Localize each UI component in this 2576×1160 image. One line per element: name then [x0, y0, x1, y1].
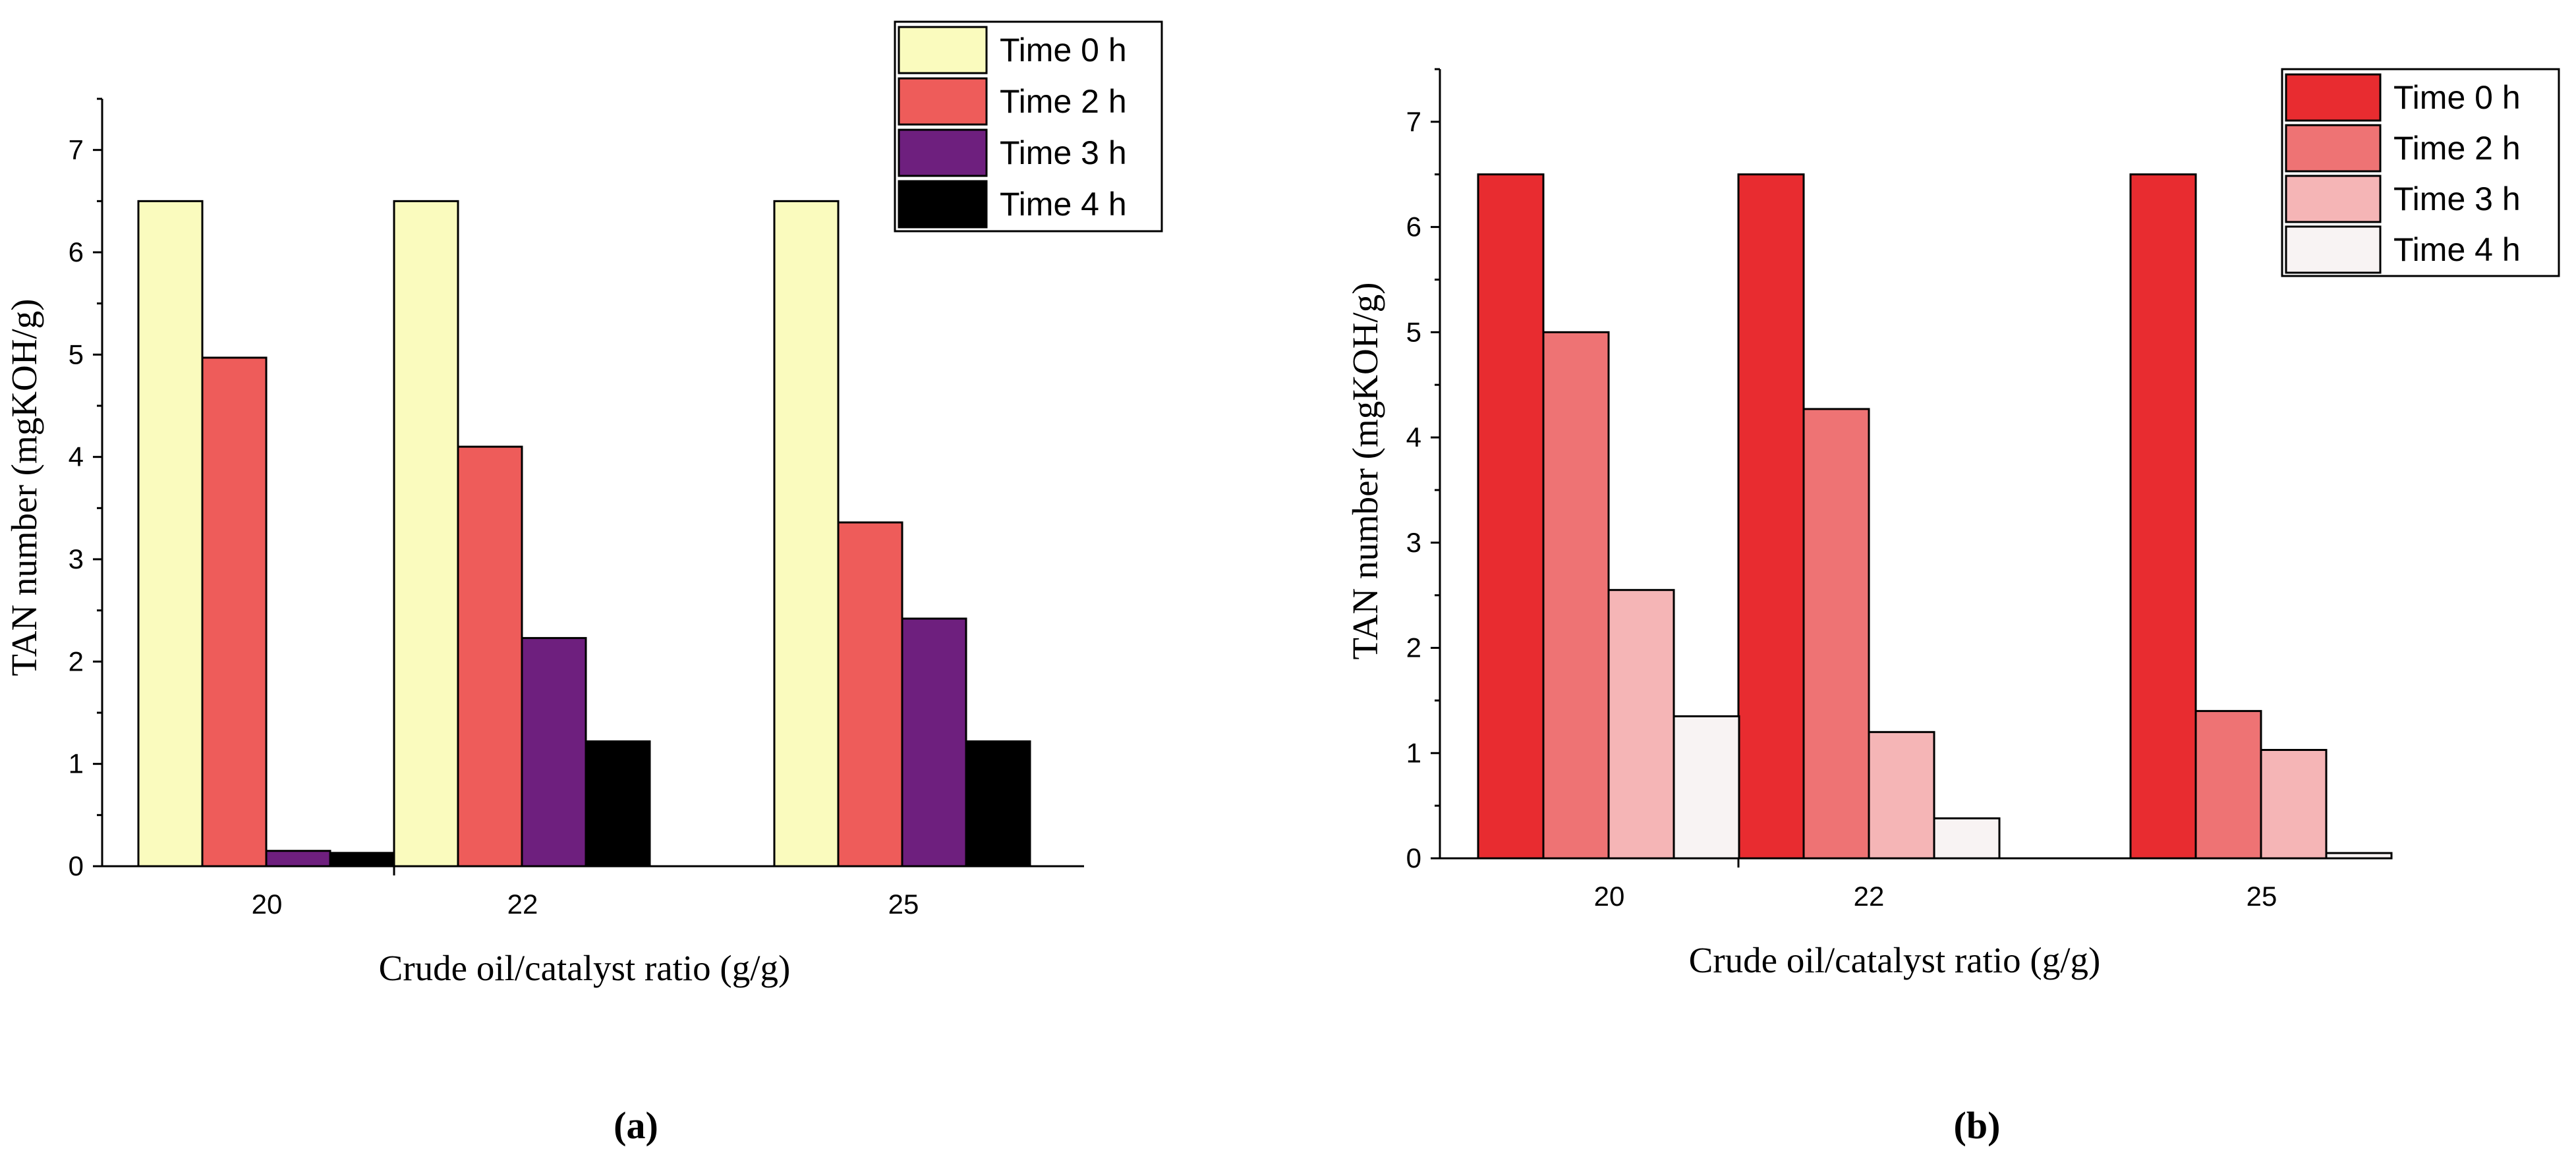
bar-a-time-3-h-25	[901, 617, 967, 868]
y-tick-label: 5	[1406, 316, 1421, 347]
y-tick-label: 2	[1406, 632, 1421, 663]
legend-label: Time 3 h	[1000, 134, 1127, 171]
y-axis-title: TAN number (mgKOH/g)	[1345, 283, 1385, 660]
bar-b-time-0-h-20	[1477, 173, 1545, 860]
bar-b-time-3-h-25	[2260, 748, 2328, 860]
bar-b-time-2-h-25	[2194, 709, 2262, 860]
bar-a-time-2-h-25	[837, 521, 903, 868]
bar-a-time-2-h-20	[201, 356, 268, 868]
chart-panel-b: 0 1 2 3 4 5 6 7 20 22 25 Crude oil/catalyst ratio (…	[1345, 68, 2560, 1147]
x-axis-title: Crude oil/catalyst ratio (g/g)	[379, 948, 791, 988]
bar-b-time-0-h-22	[1737, 173, 1805, 860]
x-tick-label: 20	[252, 889, 283, 920]
bar-a-time-4-h-20	[329, 852, 395, 868]
legend-swatch-time-4-h	[898, 180, 988, 229]
y-tick-label: 3	[69, 543, 84, 574]
x-axis-title: Crude oil/catalyst ratio (g/g)	[1689, 940, 2101, 980]
bar-a-time-4-h-25	[965, 740, 1031, 868]
legend-label: Time 4 h	[2393, 231, 2521, 268]
legend-label: Time 0 h	[1000, 32, 1127, 69]
x-tick-label: 25	[888, 889, 919, 920]
legend-swatch-time-2-h	[2285, 124, 2382, 173]
y-tick-label: 6	[69, 236, 84, 267]
bar-a-time-4-h-22	[585, 740, 651, 868]
y-tick-label: 6	[1406, 211, 1421, 242]
x-tick-label: 22	[507, 889, 538, 920]
bar-b-time-3-h-22	[1868, 731, 1935, 860]
y-axis-title: TAN number (mgKOH/g)	[4, 299, 44, 677]
bar-b-time-2-h-22	[1802, 408, 1870, 860]
y-tick-label: 3	[1406, 527, 1421, 558]
x-tick-label: 25	[2247, 881, 2277, 912]
y-tick-label: 0	[69, 850, 84, 881]
legend-swatch-time-3-h	[2285, 175, 2382, 223]
legend-label: Time 0 h	[2393, 79, 2521, 116]
legend-label: Time 2 h	[1000, 83, 1127, 120]
y-tick-label: 0	[1406, 842, 1421, 873]
legend-swatch-time-4-h	[2285, 225, 2382, 274]
legend-label: Time 3 h	[2393, 180, 2521, 217]
y-tick-label: 7	[1406, 106, 1421, 137]
panel-label: (a)	[614, 1104, 658, 1147]
y-tick-label: 4	[1406, 422, 1421, 453]
bar-a-time-0-h-20	[137, 200, 204, 868]
chart-panel-a: 0 1 2 3 4 5 6 7 20 22 25 Crude oil/catalyst ratio (…	[4, 20, 1163, 1147]
y-tick-label: 1	[1406, 737, 1421, 768]
legend-swatch-time-0-h	[2285, 73, 2382, 122]
y-tick-label: 2	[69, 646, 84, 677]
y-tick-label: 5	[69, 339, 84, 370]
bar-a-time-2-h-22	[457, 445, 523, 868]
legend-swatch-time-2-h	[898, 77, 988, 126]
bar-a-time-0-h-25	[773, 200, 840, 868]
bar-a-time-3-h-22	[521, 637, 587, 868]
y-tick-label: 7	[69, 134, 84, 165]
panel-label: (b)	[1954, 1104, 2001, 1147]
bar-b-time-0-h-25	[2129, 173, 2197, 860]
x-tick-label: 22	[1854, 881, 1885, 912]
bar-b-time-4-h-22	[1933, 817, 2001, 860]
y-tick-label: 1	[69, 748, 84, 779]
legend-label: Time 2 h	[2393, 130, 2521, 167]
legend-label: Time 4 h	[1000, 186, 1127, 223]
x-tick-label: 20	[1594, 881, 1625, 912]
bar-a-time-0-h-22	[393, 200, 459, 868]
bar-b-time-2-h-20	[1542, 331, 1610, 860]
legend-swatch-time-3-h	[898, 128, 988, 177]
legend-swatch-time-0-h	[898, 26, 988, 74]
bar-a-time-3-h-20	[265, 850, 331, 868]
y-tick-label: 4	[69, 441, 84, 472]
bar-b-time-4-h-20	[1673, 715, 1740, 860]
bar-b-time-3-h-20	[1607, 589, 1675, 860]
